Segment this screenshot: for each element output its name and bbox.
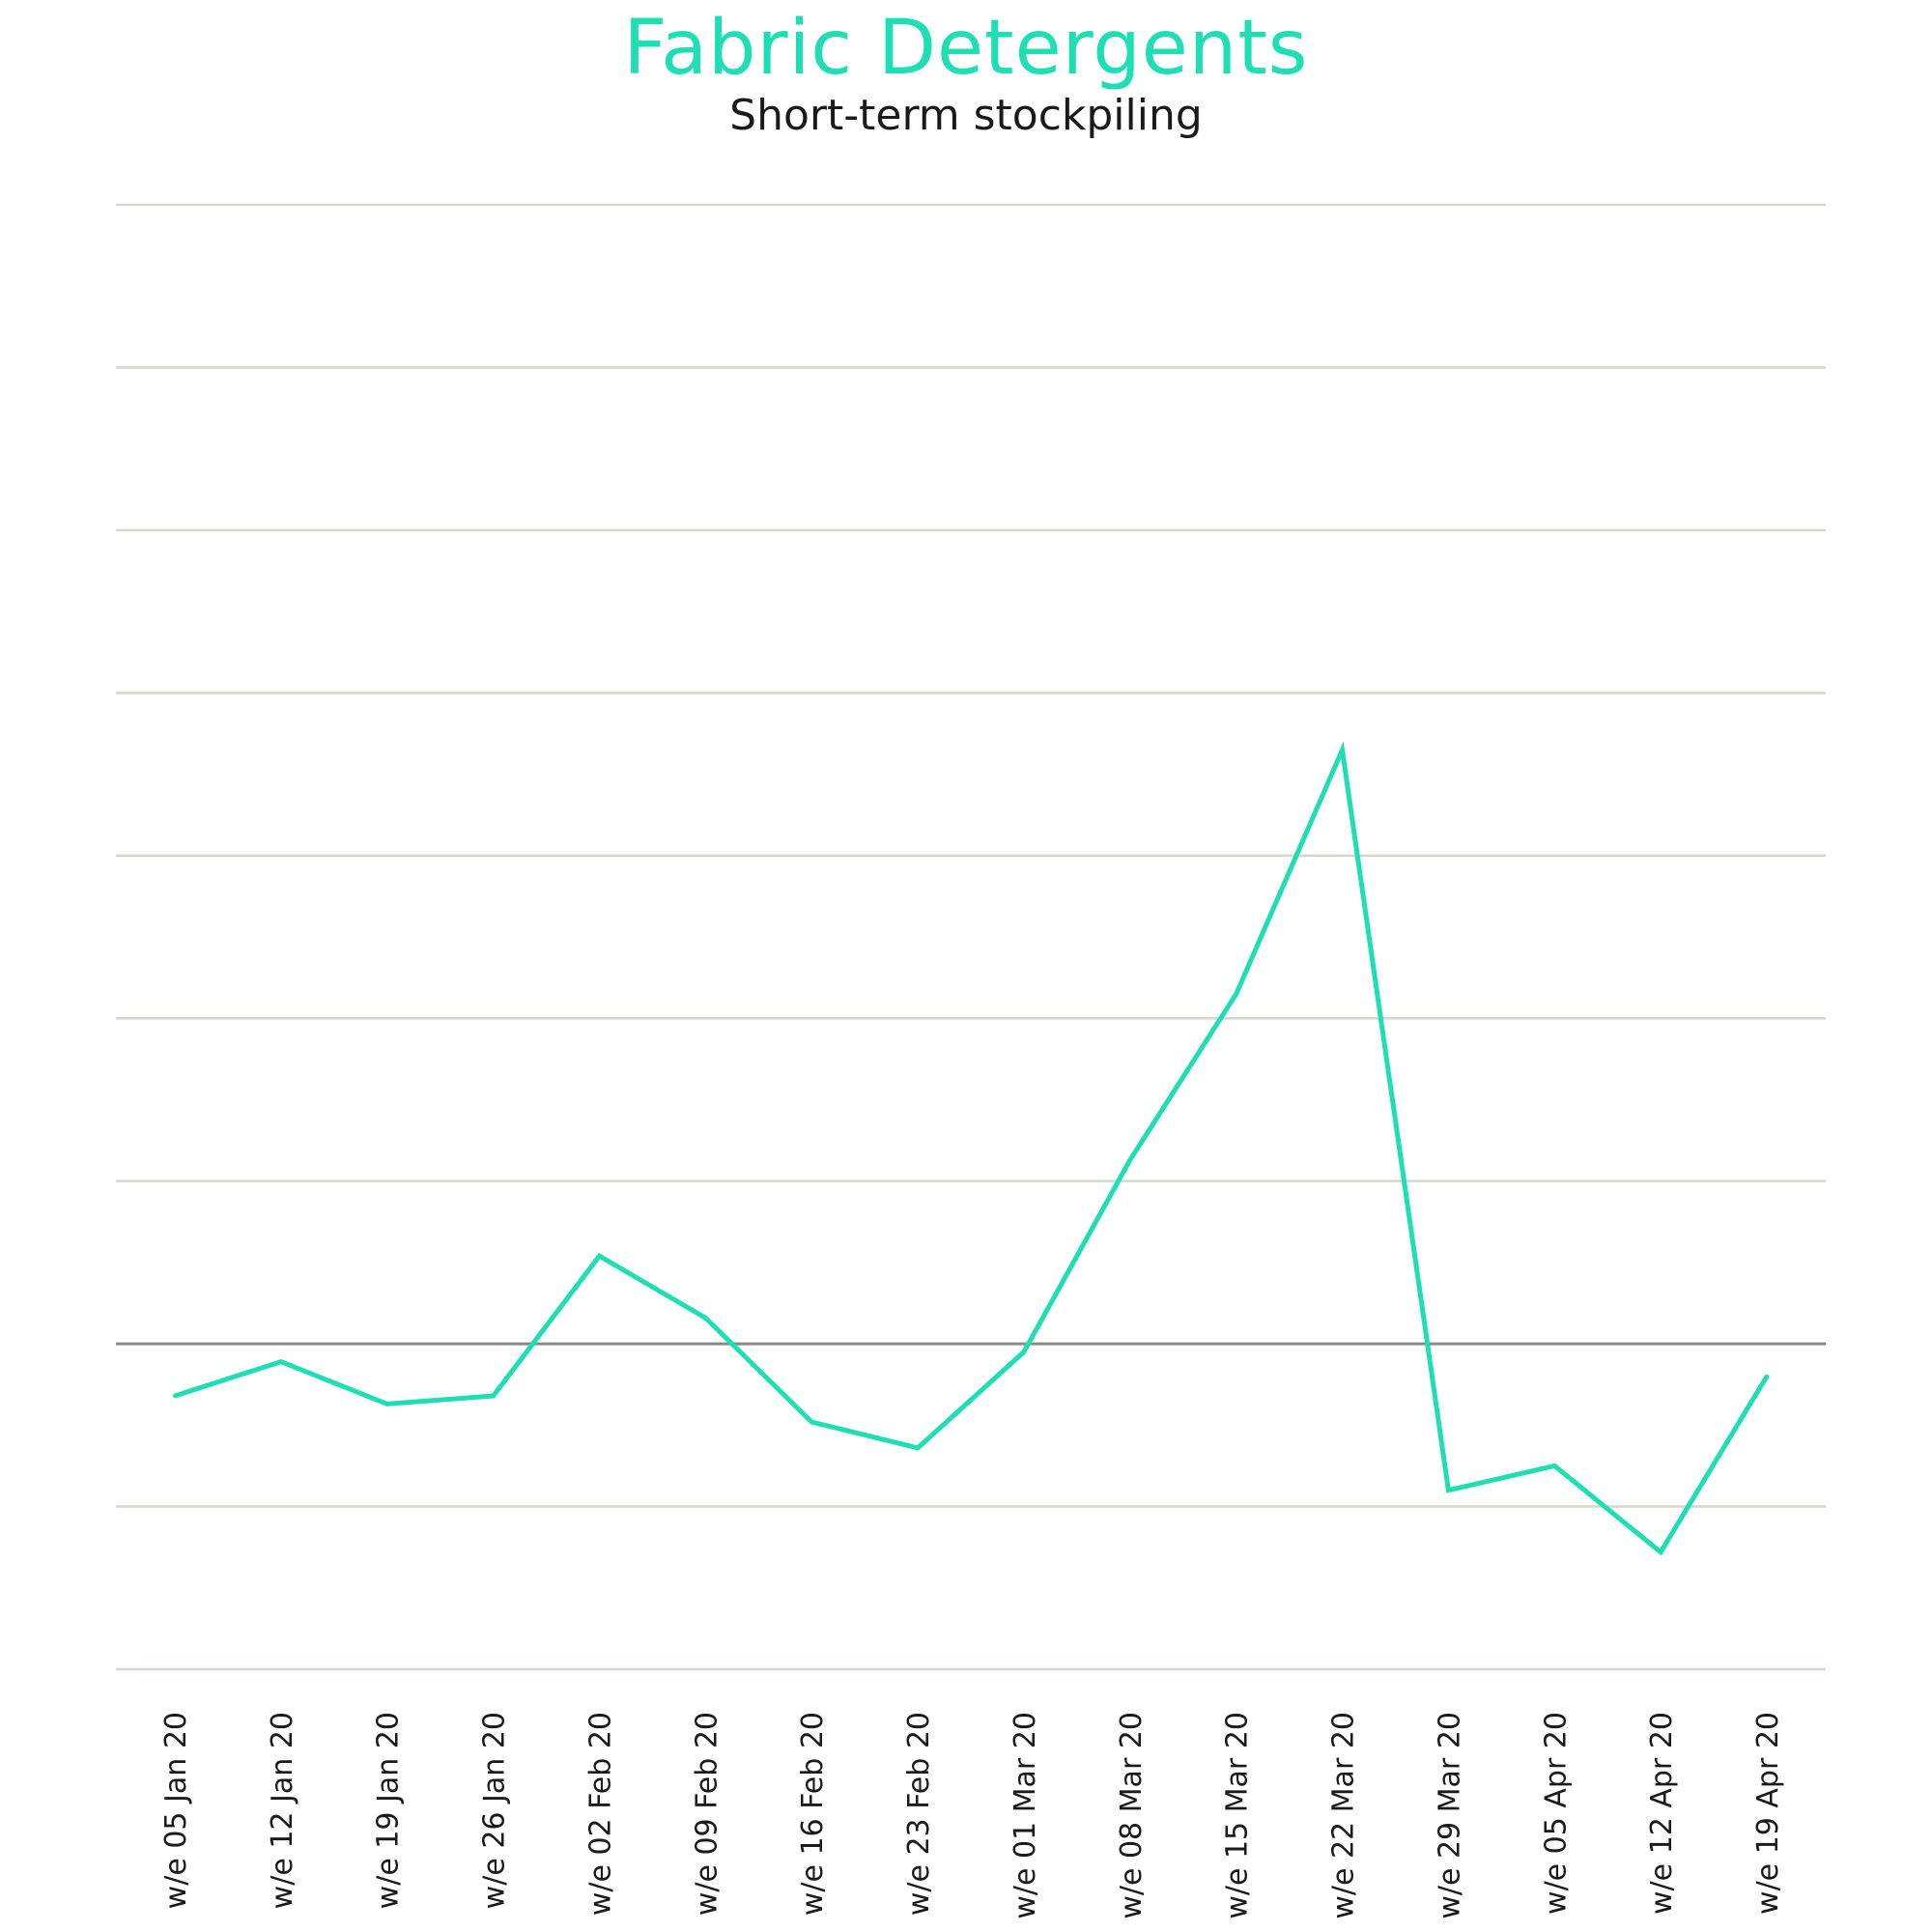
data-point xyxy=(703,1316,708,1321)
chart-title: Fabric Detergents xyxy=(623,5,1309,92)
x-tick-label: w/e 26 Jan 20 xyxy=(478,1712,512,1909)
data-point xyxy=(1765,1374,1769,1378)
x-tick-label: w/e 12 Jan 20 xyxy=(266,1712,299,1909)
x-axis-tick-labels: w/e 05 Jan 20 w/e 12 Jan 20 w/e 19 Jan 20 w… xyxy=(159,1712,1785,1919)
series-line-group xyxy=(173,741,1770,1556)
x-tick-label: w/e 05 Apr 20 xyxy=(1539,1712,1573,1915)
data-point xyxy=(597,1254,602,1259)
x-tick-label: w/e 02 Feb 20 xyxy=(583,1712,617,1916)
gridlines xyxy=(116,203,1826,1671)
x-tick-label: w/e 16 Feb 20 xyxy=(796,1712,830,1916)
x-tick-label: w/e 22 Mar 20 xyxy=(1327,1712,1361,1919)
data-point xyxy=(1340,748,1345,753)
x-tick-label: w/e 23 Feb 20 xyxy=(902,1712,936,1916)
data-point xyxy=(278,1359,283,1364)
x-tick-label: w/e 19 Jan 20 xyxy=(372,1712,406,1909)
x-tick-label: w/e 01 Mar 20 xyxy=(1009,1712,1042,1919)
x-tick-label: w/e 12 Apr 20 xyxy=(1645,1712,1679,1915)
x-tick-label: w/e 15 Mar 20 xyxy=(1221,1712,1255,1919)
chart-subtitle: Short-term stockpiling xyxy=(729,91,1203,140)
x-tick-label: w/e 29 Mar 20 xyxy=(1433,1712,1466,1919)
data-point xyxy=(173,1394,177,1399)
series-line xyxy=(174,741,1770,1556)
data-point xyxy=(1659,1549,1663,1554)
data-point xyxy=(1127,1157,1132,1162)
data-point xyxy=(1234,991,1238,996)
data-point xyxy=(810,1419,814,1424)
x-tick-label: w/e 19 Apr 20 xyxy=(1751,1712,1785,1915)
x-tick-label: w/e 08 Mar 20 xyxy=(1115,1712,1149,1919)
data-point xyxy=(1552,1463,1557,1468)
data-point xyxy=(916,1445,921,1450)
data-point xyxy=(1446,1488,1451,1492)
x-tick-label: w/e 05 Jan 20 xyxy=(159,1712,193,1909)
data-point xyxy=(491,1394,496,1399)
x-tick-label: w/e 09 Feb 20 xyxy=(690,1712,724,1916)
data-point xyxy=(384,1402,389,1406)
data-point xyxy=(1021,1350,1026,1354)
